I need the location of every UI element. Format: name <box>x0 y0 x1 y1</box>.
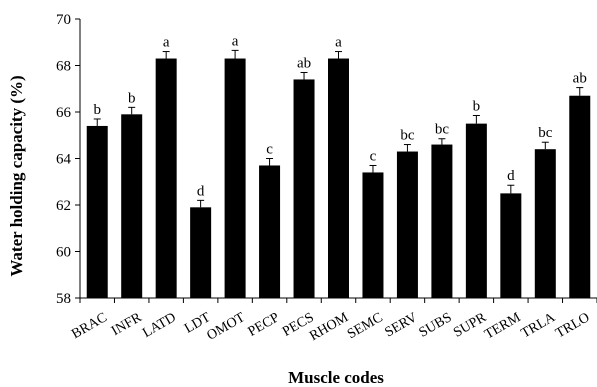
x-tick-label: LATD <box>140 310 178 341</box>
bars: b b a d a c ab a c bc bc b d bc ab <box>86 33 591 299</box>
bar-subs <box>431 144 453 298</box>
x-tick-label: PECP <box>246 310 283 340</box>
significance-letter: a <box>232 33 239 49</box>
bar-trla <box>534 149 556 298</box>
significance-letter: d <box>507 168 515 184</box>
bar-rhom <box>328 58 349 299</box>
significance-letter: c <box>266 142 273 158</box>
bar-supr <box>465 123 487 298</box>
bar-omot <box>224 58 246 299</box>
significance-letter: b <box>473 98 481 114</box>
significance-letter: bc <box>538 125 553 141</box>
bar-infr <box>121 114 143 298</box>
y-tick-label: 60 <box>56 245 71 261</box>
x-tick-label: TRLA <box>519 310 559 342</box>
bar-serv <box>396 151 418 298</box>
significance-letter: ab <box>297 55 311 71</box>
y-tick-label: 68 <box>56 59 71 75</box>
x-tick-label: SUPR <box>451 310 489 341</box>
bar-trlo <box>569 95 591 298</box>
bar-brac <box>86 125 108 298</box>
x-tick-label: RHOM <box>307 310 351 344</box>
y-tick-label: 70 <box>56 12 71 28</box>
significance-letter: ab <box>573 71 587 87</box>
x-tick-label: OMOT <box>204 310 248 344</box>
significance-letter: c <box>370 148 377 164</box>
y-tick-label: 66 <box>56 105 72 121</box>
bar-pecp <box>259 165 281 298</box>
y-axis: 58 60 62 64 66 68 70 <box>56 12 81 307</box>
y-axis-label: Water holding capacity (%) <box>7 75 26 276</box>
significance-letter: b <box>93 102 101 118</box>
bar-pecs <box>293 79 315 298</box>
bar-term <box>500 193 522 298</box>
x-tick-label: SUBS <box>417 310 455 341</box>
x-tick-label: SEMC <box>345 310 386 342</box>
significance-letter: bc <box>400 128 415 144</box>
bar-latd <box>155 58 177 299</box>
significance-letter: d <box>197 183 205 199</box>
significance-letter: bc <box>435 122 450 138</box>
x-tick-label: INFR <box>109 310 145 339</box>
x-tick-label: TRLO <box>553 310 592 341</box>
significance-letter: a <box>163 35 170 51</box>
x-tick-label: BRAC <box>69 310 110 342</box>
x-tick-label: TERM <box>482 310 524 343</box>
y-tick-label: 62 <box>56 198 71 214</box>
bar-ldt <box>190 207 212 298</box>
y-tick-label: 58 <box>56 291 71 307</box>
x-axis-label: Muscle codes <box>288 368 384 387</box>
x-tick-label: SERV <box>383 310 421 340</box>
y-tick-label: 64 <box>56 152 72 168</box>
bar-semc <box>362 172 384 298</box>
significance-letter: b <box>128 90 136 106</box>
significance-letter: a <box>335 35 342 51</box>
